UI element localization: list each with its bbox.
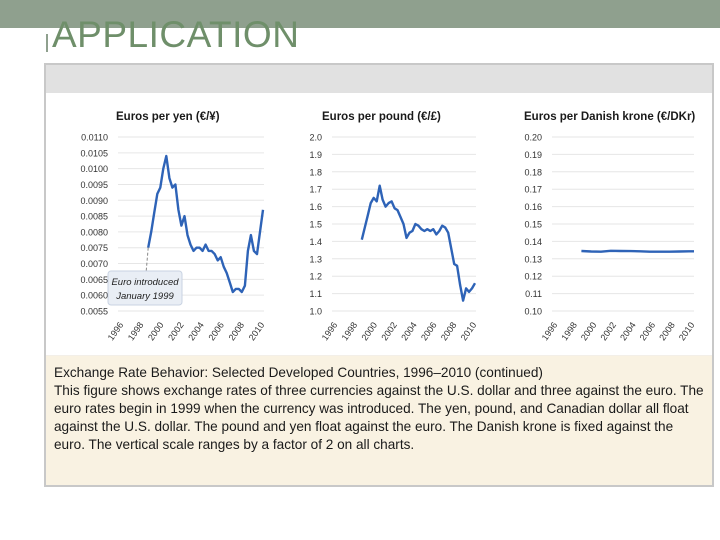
- y-tick-label: 1.6: [309, 202, 322, 212]
- annotation-leader: [145, 247, 149, 272]
- y-tick-label: 0.0110: [81, 133, 108, 143]
- x-tick-label: 2002: [166, 320, 186, 342]
- figure-caption: Exchange Rate Behavior: Selected Develop…: [46, 356, 712, 485]
- annotation-text: January 1999: [115, 291, 174, 302]
- y-tick-label: 1.1: [309, 289, 322, 299]
- y-tick-label: 0.0105: [80, 148, 108, 158]
- slide-top-band: [0, 0, 720, 28]
- y-tick-label: 0.0075: [80, 243, 108, 253]
- y-tick-label: 2.0: [309, 133, 322, 143]
- y-tick-label: 0.19: [524, 150, 542, 160]
- y-tick-label: 0.0070: [80, 259, 108, 269]
- y-tick-label: 0.12: [524, 272, 542, 282]
- series-line: [581, 249, 694, 253]
- y-tick-label: 0.0065: [80, 275, 108, 285]
- x-tick-label: 2004: [186, 320, 206, 342]
- series-line: [147, 154, 265, 294]
- frame-header-bar: [46, 65, 712, 93]
- y-tick-label: 0.15: [524, 220, 542, 230]
- x-tick-label: 2002: [598, 320, 618, 342]
- y-tick-label: 0.0085: [80, 212, 108, 222]
- y-tick-label: 0.14: [524, 237, 542, 247]
- x-tick-label: 2008: [657, 320, 677, 342]
- y-tick-label: 1.2: [309, 272, 322, 282]
- x-tick-label: 2000: [146, 320, 166, 342]
- y-tick-label: 0.0060: [80, 291, 108, 301]
- y-tick-label: 1.7: [309, 185, 322, 195]
- x-tick-label: 2008: [227, 320, 247, 342]
- x-tick-label: 2002: [379, 320, 399, 342]
- y-tick-label: 0.13: [524, 254, 542, 264]
- annotation-box: [107, 270, 183, 306]
- y-tick-label: 0.0055: [80, 307, 108, 317]
- y-tick-label: 0.0080: [80, 227, 108, 237]
- x-tick-label: 2010: [459, 320, 479, 342]
- y-tick-label: 1.5: [309, 220, 322, 230]
- x-tick-label: 2006: [206, 320, 226, 342]
- y-tick-label: 1.4: [309, 237, 322, 247]
- x-tick-label: 1998: [340, 320, 360, 342]
- y-tick-label: 0.0090: [80, 196, 108, 206]
- x-tick-label: 2000: [359, 320, 379, 342]
- slide-title: APPLICATION: [52, 14, 300, 55]
- y-tick-label: 0.17: [524, 185, 542, 195]
- x-tick-label: 2004: [618, 320, 638, 342]
- x-tick-label: 2010: [677, 320, 697, 342]
- chart-title: Euros per Danish krone (€/DKr): [524, 111, 695, 123]
- y-tick-label: 0.0095: [80, 180, 108, 190]
- y-tick-label: 0.0100: [80, 164, 108, 174]
- x-tick-label: 2000: [579, 320, 599, 342]
- title-backdrop: [48, 28, 298, 54]
- series-line: [360, 184, 477, 302]
- x-tick-label: 2010: [247, 320, 267, 342]
- y-tick-label: 0.20: [524, 133, 542, 143]
- x-tick-label: 1996: [106, 320, 126, 342]
- x-tick-label: 2004: [399, 320, 419, 342]
- x-tick-label: 2008: [439, 320, 459, 342]
- annotation-text: Euro introduced: [111, 277, 179, 288]
- x-tick-label: 1998: [126, 320, 146, 342]
- x-tick-label: 2006: [638, 320, 658, 342]
- caption-title: Exchange Rate Behavior: Selected Develop…: [54, 365, 543, 380]
- y-tick-label: 0.18: [524, 167, 542, 177]
- x-tick-label: 2006: [419, 320, 439, 342]
- caption-body: This figure shows exchange rates of thre…: [54, 383, 704, 452]
- chart-title: Euros per yen (€/¥): [116, 111, 220, 123]
- y-tick-label: 1.3: [309, 254, 322, 264]
- chart-title: Euros per pound (€/£): [322, 111, 441, 123]
- y-tick-label: 1.9: [309, 150, 322, 160]
- y-tick-label: 0.11: [525, 289, 542, 299]
- y-tick-label: 1.8: [309, 167, 322, 177]
- exchange-rate-charts-panel: Euros per yen (€/¥) 0.0055 0.0060 0.0065 0.0…: [46, 93, 712, 355]
- y-tick-label: 1.0: [309, 307, 322, 317]
- y-tick-label: 0.16: [524, 202, 542, 212]
- x-tick-label: 1996: [320, 320, 340, 342]
- x-tick-label: 1996: [540, 320, 560, 342]
- x-tick-label: 1998: [559, 320, 579, 342]
- exchange-rate-charts: Euros per yen (€/¥) 0.0055 0.0060 0.0065 0.0…: [80, 111, 697, 342]
- y-tick-label: 0.10: [524, 307, 542, 317]
